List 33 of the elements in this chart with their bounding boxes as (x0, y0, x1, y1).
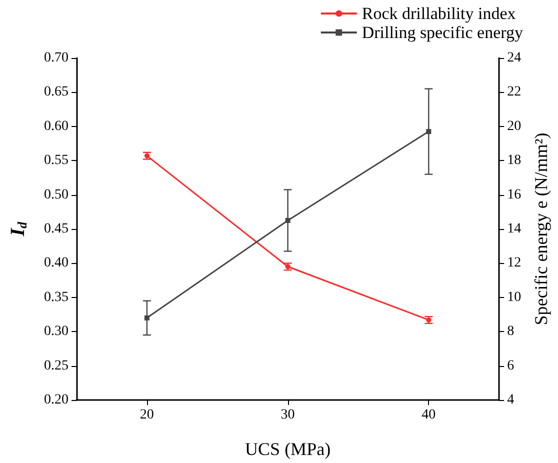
y2-tick-label: 8 (507, 324, 514, 340)
y2-tick-label: 10 (507, 290, 522, 305)
y-tick-label: 0.30 (44, 324, 68, 340)
y-tick-label: 0.25 (44, 358, 68, 374)
legend-label: Drilling specific energy (362, 23, 524, 42)
legend-label: Rock drillability index (362, 4, 516, 23)
y2-tick-label: 22 (507, 84, 522, 100)
point (285, 218, 290, 223)
y2-tick-label: 24 (507, 50, 522, 66)
y-tick-label: 0.60 (44, 118, 68, 134)
x-axis-title: UCS (MPa) (245, 439, 331, 459)
y2-tick-label: 16 (507, 187, 522, 202)
y-tick-label: 0.55 (44, 153, 68, 168)
point (426, 129, 432, 134)
y-axis-title: Id (7, 221, 30, 238)
y-tick-label: 0.40 (44, 256, 68, 271)
y2-tick-label: 12 (507, 256, 522, 271)
y2-tick-label: 4 (507, 392, 514, 408)
y2-tick-label: 18 (507, 153, 522, 168)
x-tick-label: 40 (422, 408, 436, 422)
y-tick-label: 0.50 (44, 187, 68, 202)
y2-tick-label: 14 (507, 222, 522, 236)
x-tick-label: 20 (140, 408, 154, 422)
y-tick-label: 0.45 (44, 222, 68, 236)
y2-tick-label: 6 (507, 358, 514, 374)
y-tick-label: 0.70 (44, 50, 68, 66)
point (144, 315, 150, 320)
y2-tick-label: 20 (507, 118, 522, 134)
y-tick-label: 0.65 (44, 84, 68, 100)
y2-axis-title: Specific energy e (N/mm²) (531, 132, 551, 326)
x-tick-label: 30 (280, 408, 295, 422)
y-tick-label: 0.35 (44, 290, 68, 305)
y-tick-label: 0.20 (44, 392, 68, 408)
